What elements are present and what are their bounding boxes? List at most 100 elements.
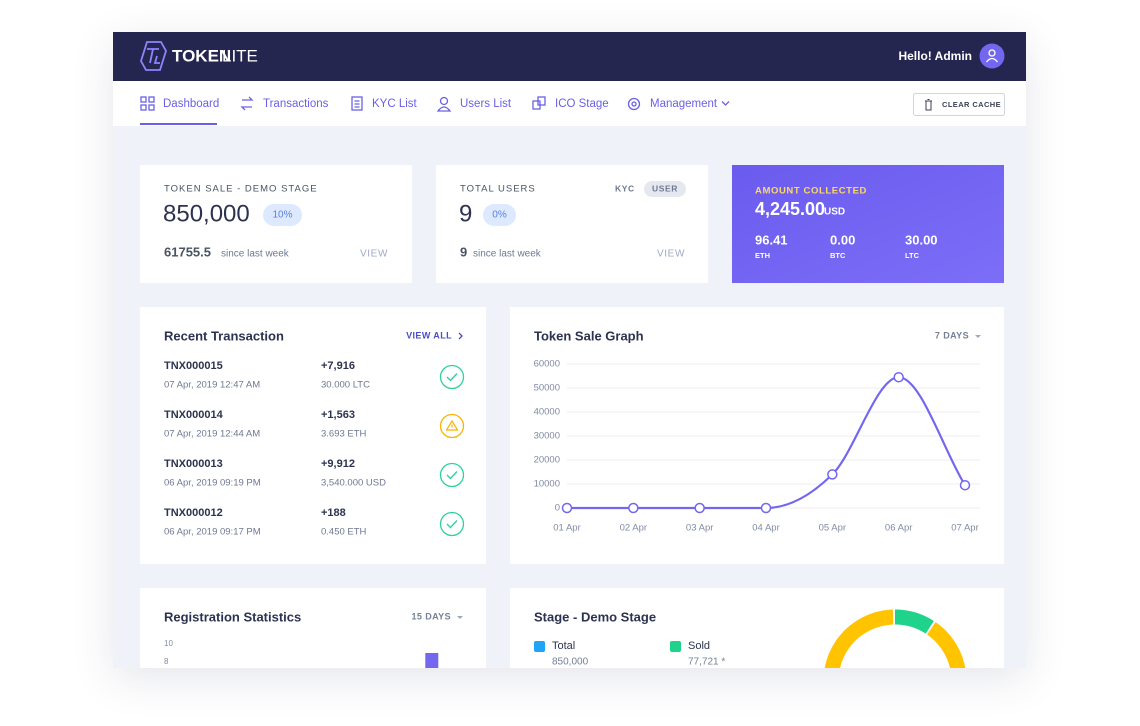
greeting[interactable]: Hello! Admin <box>898 49 972 63</box>
legend-swatch <box>670 641 681 652</box>
y-tick-label: 10000 <box>534 479 560 490</box>
tnx-date: 07 Apr, 2019 12:44 AM <box>164 429 260 440</box>
y-tick-label: 8 <box>164 657 169 666</box>
frame: TOKEN LITE Hello! Admin CLEAR CACHE T <box>113 32 1026 668</box>
badge <box>483 204 516 226</box>
view-link[interactable]: VIEW <box>360 249 388 260</box>
nav-item[interactable]: Management <box>650 98 718 110</box>
trash-icon <box>925 99 932 111</box>
card-title: Recent Transaction <box>164 328 284 343</box>
card-title: Registration Statistics <box>164 609 301 624</box>
donut-arc <box>894 609 934 634</box>
point <box>561 502 573 514</box>
caret <box>457 616 463 619</box>
clear-cache-button[interactable] <box>913 93 1005 116</box>
card-title: Stage - Demo Stage <box>534 609 656 624</box>
check-mark <box>446 520 458 529</box>
tnx-date: 07 Apr, 2019 12:47 AM <box>164 380 260 391</box>
tnx-amount: +188 <box>321 507 346 519</box>
tnx-amount: +1,563 <box>321 409 355 421</box>
status-icon <box>439 364 465 390</box>
nav-item[interactable]: Users List <box>460 98 512 110</box>
x-tick-label: 04 Apr <box>752 523 779 534</box>
tnx-id: TNX000013 <box>164 458 223 470</box>
range-select[interactable]: 7 DAYS <box>935 330 969 340</box>
range-select[interactable]: 15 DAYS <box>412 611 452 621</box>
tnx-id: TNX000012 <box>164 507 223 519</box>
currency-value: 0.00 <box>830 232 855 247</box>
legend-value: 850,000 <box>552 657 589 668</box>
currency-label: ETH <box>755 251 770 260</box>
point <box>959 479 971 491</box>
x-tick-label: 07 Apr <box>951 523 978 534</box>
tnx-amount: +9,912 <box>321 458 355 470</box>
status-icon <box>439 413 465 439</box>
card-title: Token Sale Graph <box>534 328 644 343</box>
y-tick-label: 40000 <box>534 407 560 418</box>
point <box>628 502 639 514</box>
y-tick-label: 0 <box>555 503 560 514</box>
donut-arc <box>824 609 966 668</box>
legend-swatch <box>534 641 545 652</box>
tnx-id: TNX000015 <box>164 360 223 372</box>
caret <box>975 335 981 338</box>
nav-item[interactable]: Dashboard <box>163 98 219 110</box>
card-value: 850,000 <box>163 200 250 227</box>
stage-card <box>510 588 1004 668</box>
y-tick-label: 30000 <box>534 431 560 442</box>
check-mark <box>446 471 458 480</box>
point <box>893 371 904 383</box>
amount-label: AMOUNT COLLECTED <box>755 186 867 197</box>
sub-text: since last week <box>473 249 542 260</box>
check-mark <box>446 373 458 382</box>
avatar-icon <box>985 49 999 63</box>
badge-text: 0% <box>492 210 507 221</box>
tab[interactable]: USER <box>652 183 678 193</box>
status-icon <box>439 462 465 488</box>
nav-item[interactable]: KYC List <box>372 98 418 110</box>
tab[interactable]: KYC <box>615 183 635 193</box>
navbar <box>113 81 1026 126</box>
sub-text: since last week <box>221 249 290 260</box>
badge <box>263 204 302 226</box>
point <box>760 502 772 514</box>
y-tick-label: 60000 <box>534 359 560 370</box>
view-all-link[interactable]: VIEW ALL <box>406 330 452 340</box>
tnx-detail: 0.450 ETH <box>321 527 367 538</box>
brand-light: LITE <box>222 46 258 65</box>
x-tick-label: 05 Apr <box>819 523 846 534</box>
view-link[interactable]: VIEW <box>657 249 685 260</box>
transactions-card <box>140 307 486 564</box>
topbar <box>113 32 1026 81</box>
currency-value: 30.00 <box>905 232 938 247</box>
registration-card <box>140 588 486 668</box>
tnx-date: 06 Apr, 2019 09:17 PM <box>164 527 261 538</box>
x-tick-label: 03 Apr <box>686 523 713 534</box>
amount-unit: USD <box>824 207 845 218</box>
y-tick-label: 20000 <box>534 455 560 466</box>
logo-icon <box>140 41 167 71</box>
tnx-id: TNX000014 <box>164 409 224 421</box>
nav-icons <box>140 96 730 112</box>
point <box>827 469 838 480</box>
x-tick-label: 01 Apr <box>553 523 580 534</box>
legend-label: Total <box>552 640 575 652</box>
point <box>694 502 705 514</box>
tnx-detail: 30.000 LTC <box>321 380 370 391</box>
nav-item[interactable]: Transactions <box>263 98 329 110</box>
tab-pill[interactable] <box>644 181 686 197</box>
amount-value: 4,245.00 <box>755 199 825 219</box>
tnx-amount: +7,916 <box>321 360 355 372</box>
y-tick-label: 50000 <box>534 383 560 394</box>
tnx-date: 06 Apr, 2019 09:19 PM <box>164 478 261 489</box>
clear-cache-label[interactable]: CLEAR CACHE <box>942 100 1001 109</box>
x-tick-label: 02 Apr <box>620 523 647 534</box>
sub-value: 9 <box>460 244 467 259</box>
chevron <box>458 332 463 340</box>
bar <box>425 653 439 668</box>
amount-card <box>732 165 1004 283</box>
nav-item[interactable]: ICO Stage <box>555 98 609 110</box>
brand-bold: TOKEN <box>172 46 231 65</box>
